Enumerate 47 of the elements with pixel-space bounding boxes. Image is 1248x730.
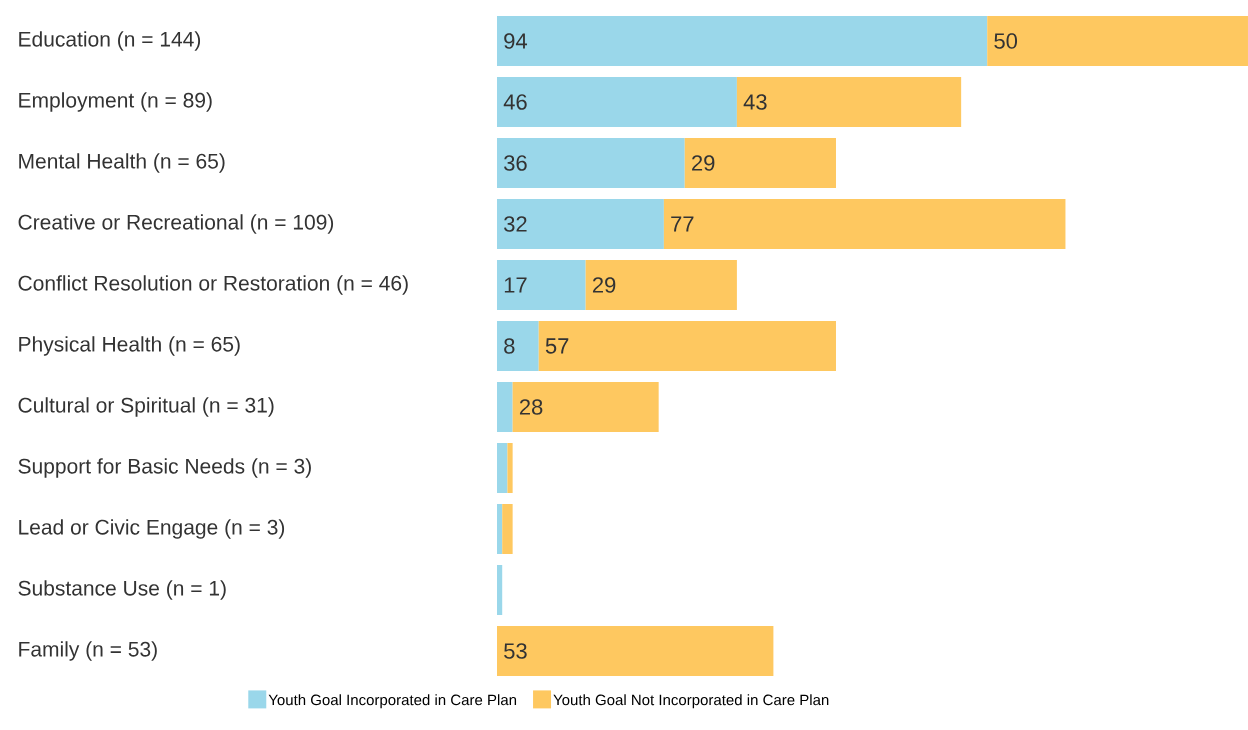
bar (496, 321, 539, 371)
y-tick-label: Substance Use (n = 1) (18, 580, 226, 600)
bar (512, 382, 659, 432)
data-label: 53 (504, 643, 527, 659)
y-tick-label: Conflict Resolution or Restoration (n = 46) (18, 275, 408, 295)
y-tick-label: Creative or Recreational (n = 109) (18, 214, 334, 234)
y-tick-label: Cultural or Spiritual (n = 31) (18, 397, 274, 417)
data-label: 43 (743, 94, 767, 110)
legend-label: Youth Goal Not Incorporated in Care Plan (553, 694, 829, 709)
data-label: 28 (519, 399, 543, 415)
y-tick-label: Lead or Civic Engage (n = 3) (19, 519, 285, 539)
bar (684, 138, 836, 188)
bar (496, 382, 513, 432)
data-label: 17 (504, 277, 527, 293)
data-label: 46 (503, 94, 527, 110)
data-label: 50 (994, 33, 1018, 49)
bar (987, 16, 1248, 66)
y-tick-label: Physical Health (n = 65) (19, 336, 240, 356)
data-label: 77 (671, 216, 694, 232)
bar (496, 138, 685, 188)
bar (496, 565, 503, 615)
bar (663, 199, 1066, 249)
bar (496, 626, 774, 676)
data-label: 8 (504, 338, 515, 354)
bar (736, 77, 962, 127)
data-label: 94 (504, 33, 528, 49)
bar (496, 504, 503, 554)
bar (496, 199, 664, 249)
bar (496, 442, 508, 493)
data-label: 36 (504, 155, 527, 171)
y-tick-label: Education (n = 144) (19, 31, 201, 51)
data-label: 57 (545, 338, 569, 354)
bar (496, 16, 988, 66)
bar (496, 260, 586, 310)
bar (496, 77, 737, 127)
y-tick-label: Support for Basic Needs (n = 3) (18, 458, 311, 478)
bar (502, 504, 513, 554)
data-label: 32 (504, 216, 527, 232)
bar (585, 260, 737, 310)
y-tick-label: Employment (n = 89) (19, 92, 212, 112)
data-label: 29 (592, 277, 616, 293)
data-label: 29 (692, 155, 715, 171)
bar (507, 442, 513, 493)
bar (538, 321, 836, 371)
legend-label: Youth Goal Incorporated in Care Plan (268, 694, 517, 709)
y-tick-label: Mental Health (n = 65) (19, 153, 225, 173)
y-tick-label: Family (n = 53) (19, 641, 157, 661)
